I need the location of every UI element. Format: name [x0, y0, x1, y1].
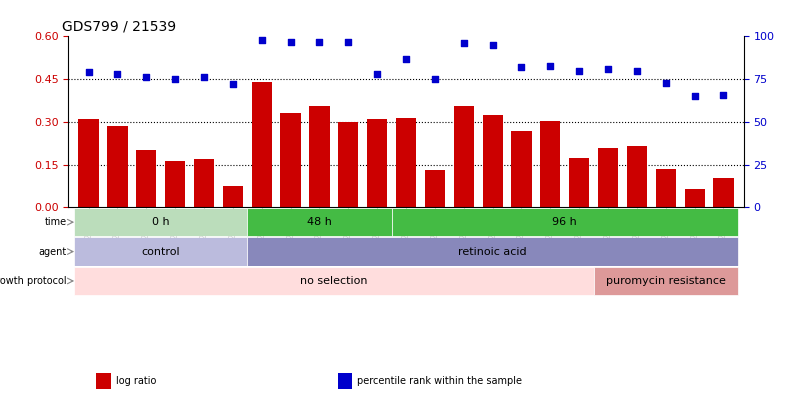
Bar — [251, 82, 271, 207]
Bar — [453, 106, 473, 207]
Point — [457, 40, 470, 47]
Point — [428, 76, 441, 83]
Point — [543, 62, 556, 69]
Bar — [511, 130, 531, 207]
Bar — [79, 119, 99, 207]
FancyBboxPatch shape — [593, 267, 737, 295]
Bar — [222, 186, 243, 207]
Point — [370, 71, 383, 77]
Point — [255, 36, 268, 43]
Text: control: control — [141, 247, 180, 256]
Point — [572, 67, 585, 74]
Bar — [136, 151, 156, 207]
Bar — [597, 147, 618, 207]
Point — [601, 66, 613, 72]
Bar — [655, 169, 675, 207]
Text: retinoic acid: retinoic acid — [458, 247, 526, 256]
Text: 48 h: 48 h — [307, 217, 332, 227]
Bar — [424, 171, 444, 207]
Bar — [712, 177, 732, 207]
Bar — [165, 161, 185, 207]
Text: puromycin resistance: puromycin resistance — [605, 276, 725, 286]
Point — [111, 71, 124, 77]
FancyBboxPatch shape — [74, 267, 593, 295]
Bar — [683, 189, 704, 207]
Point — [399, 55, 412, 62]
Point — [169, 76, 181, 83]
Text: 96 h: 96 h — [552, 217, 577, 227]
Point — [716, 92, 729, 98]
Bar — [395, 118, 416, 207]
Text: agent: agent — [39, 247, 67, 256]
FancyBboxPatch shape — [74, 208, 247, 236]
Bar — [367, 119, 387, 207]
Point — [687, 93, 700, 100]
Bar — [338, 122, 358, 207]
FancyBboxPatch shape — [247, 208, 391, 236]
Bar — [626, 146, 646, 207]
Point — [226, 81, 239, 87]
Bar — [309, 106, 329, 207]
Point — [283, 38, 296, 45]
Text: log ratio: log ratio — [116, 376, 156, 386]
Bar — [482, 115, 502, 207]
Point — [82, 69, 95, 76]
Text: time: time — [45, 217, 67, 227]
Text: no selection: no selection — [300, 276, 367, 286]
Point — [630, 67, 642, 74]
Text: growth protocol: growth protocol — [0, 276, 67, 286]
FancyBboxPatch shape — [247, 237, 737, 266]
Bar — [280, 113, 300, 207]
Point — [198, 74, 210, 81]
Point — [515, 64, 528, 70]
FancyBboxPatch shape — [74, 237, 247, 266]
Text: 0 h: 0 h — [152, 217, 169, 227]
Bar — [540, 121, 560, 207]
Text: GDS799 / 21539: GDS799 / 21539 — [62, 20, 176, 34]
Point — [486, 42, 499, 48]
Point — [341, 38, 354, 45]
Point — [140, 74, 153, 81]
Bar — [107, 126, 128, 207]
FancyBboxPatch shape — [391, 208, 737, 236]
Text: percentile rank within the sample: percentile rank within the sample — [357, 376, 521, 386]
Bar — [194, 159, 214, 207]
Bar — [569, 158, 589, 207]
Point — [658, 79, 671, 86]
Point — [312, 38, 325, 45]
